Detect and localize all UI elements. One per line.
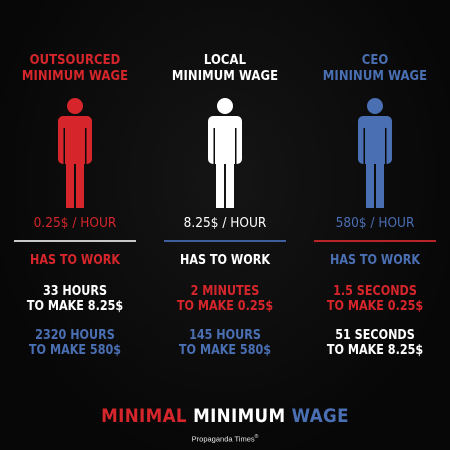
person-icon xyxy=(205,98,245,208)
heading-line-2: MINIMUM WAGE xyxy=(171,68,279,84)
credit-line: Propaganda Times® xyxy=(0,432,450,445)
stat-line-1: 51 SECONDS xyxy=(335,328,415,343)
title-word-3: WAGE xyxy=(291,405,349,427)
stat-second: 51 SECONDS TO MAKE 8.25$ xyxy=(311,328,440,358)
title-word-1: MINIMAL xyxy=(101,405,187,427)
heading-line-1: LOCAL xyxy=(203,52,247,68)
infographic-title: MINIMAL MINIMUM WAGE xyxy=(27,405,423,427)
has-to-work-label: HAS TO WORK xyxy=(29,253,121,268)
divider xyxy=(314,240,436,242)
stat-second: 2320 HOURS TO MAKE 580$ xyxy=(11,328,140,358)
stat-line-1: 2320 HOURS xyxy=(35,328,115,343)
hourly-rate: 8.25$ / HOUR xyxy=(183,215,267,231)
stat-line-2: TO MAKE 0.25$ xyxy=(176,299,274,314)
hourly-rate: 0.25$ / HOUR xyxy=(33,215,117,231)
registered-mark: ® xyxy=(254,434,259,440)
heading-line-2: MININUM WAGE xyxy=(322,68,428,84)
stat-line-2: TO MAKE 8.25$ xyxy=(326,343,424,358)
column-heading: LOCAL MINIMUM WAGE xyxy=(161,52,290,84)
heading-line-1: CEO xyxy=(361,52,389,68)
has-to-work-label: HAS TO WORK xyxy=(329,253,421,268)
divider xyxy=(14,240,136,242)
stat-line-2: TO MAKE 0.25$ xyxy=(326,299,424,314)
column-heading: CEO MININUM WAGE xyxy=(311,52,440,84)
stat-line-2: TO MAKE 580$ xyxy=(178,343,272,358)
stat-first: 1.5 SECONDS TO MAKE 0.25$ xyxy=(311,284,440,314)
has-to-work-label: HAS TO WORK xyxy=(179,253,271,268)
person-icon xyxy=(355,98,395,208)
hourly-rate: 580$ / HOUR xyxy=(335,215,415,231)
stat-line-2: TO MAKE 8.25$ xyxy=(26,299,124,314)
stat-first: 33 HOURS TO MAKE 8.25$ xyxy=(11,284,140,314)
heading-line-2: MINIMUM WAGE xyxy=(21,68,129,84)
person-icon xyxy=(55,98,95,208)
stat-first: 2 MINUTES TO MAKE 0.25$ xyxy=(161,284,290,314)
stat-second: 145 HOURS TO MAKE 580$ xyxy=(161,328,290,358)
divider xyxy=(164,240,286,242)
stat-line-1: 33 HOURS xyxy=(42,284,108,299)
stat-line-1: 145 HOURS xyxy=(189,328,261,343)
credit-text: Propaganda Times xyxy=(191,434,255,444)
column-heading: OUTSOURCED MINIMUM WAGE xyxy=(11,52,140,84)
title-word-2: MINIMUM xyxy=(193,405,286,427)
stat-line-1: 2 MINUTES xyxy=(190,284,260,299)
heading-line-1: OUTSOURCED xyxy=(29,52,121,68)
stat-line-2: TO MAKE 580$ xyxy=(28,343,122,358)
stat-line-1: 1.5 SECONDS xyxy=(333,284,417,299)
